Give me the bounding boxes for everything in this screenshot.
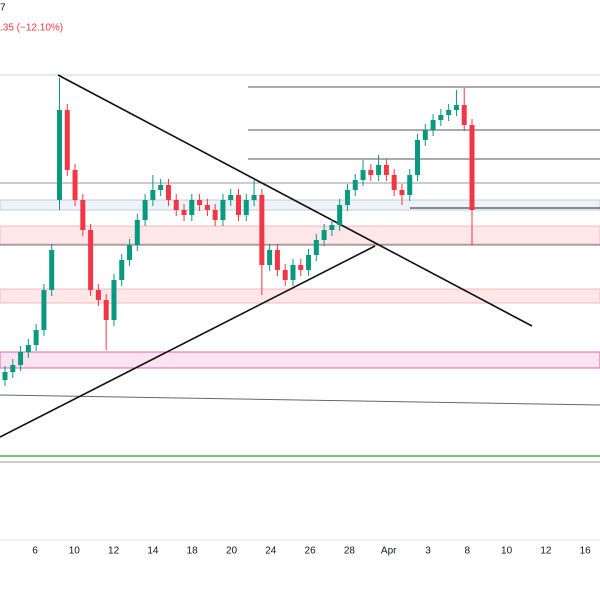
candle-body — [391, 175, 397, 190]
candle-body — [158, 185, 164, 190]
candle-body — [453, 105, 459, 110]
candle-body — [18, 352, 24, 365]
candle-body — [88, 230, 94, 290]
candle-body — [368, 170, 374, 175]
x-tick-label: 10 — [501, 546, 513, 557]
candle-body — [399, 190, 405, 195]
x-tick-label: 16 — [580, 546, 592, 557]
candle-body — [181, 210, 187, 215]
header: 7 — [0, 3, 6, 14]
candle-body — [2, 372, 8, 380]
candle-body — [243, 200, 249, 215]
candle-body — [72, 170, 78, 200]
x-tick-label: 26 — [305, 546, 317, 557]
candle-body — [111, 280, 117, 320]
level — [0, 394, 600, 406]
candle-body — [438, 115, 444, 120]
candle-body — [165, 185, 171, 200]
candle-body — [228, 195, 234, 200]
x-tick-label: 6 — [32, 546, 38, 557]
candle-body — [329, 225, 335, 230]
candles — [2, 78, 475, 386]
zone — [0, 199, 600, 211]
candle-body — [337, 205, 343, 225]
x-tick-label: 28 — [344, 546, 356, 557]
candle-body — [142, 200, 148, 220]
candle-body — [274, 250, 280, 270]
x-tick-label: 24 — [265, 546, 277, 557]
x-tick-label: 18 — [187, 546, 199, 557]
candle-body — [298, 265, 304, 270]
candle-body — [95, 290, 101, 300]
trend-line — [57, 74, 533, 327]
zone — [0, 288, 600, 304]
candle-body — [415, 140, 421, 175]
candle-body — [212, 210, 218, 220]
candle-body — [446, 110, 452, 115]
candle-body — [119, 260, 125, 280]
candle-body — [127, 245, 133, 260]
x-tick-label: 8 — [465, 546, 471, 557]
candle-body — [469, 125, 475, 210]
candle-body — [430, 120, 436, 130]
x-tick-label: Apr — [381, 546, 397, 557]
candle-body — [290, 265, 296, 280]
candle-body — [49, 250, 55, 290]
candle-body — [313, 240, 319, 255]
candle-body — [259, 195, 265, 265]
candle-body — [267, 250, 273, 265]
candle-body — [220, 200, 226, 220]
candle-body — [407, 175, 413, 195]
x-tick-label: 12 — [108, 546, 120, 557]
change: .35 (−12.10%) — [0, 23, 63, 34]
candle-body — [461, 105, 467, 125]
candle-body — [376, 165, 382, 175]
drawings — [0, 74, 600, 463]
candle-body — [189, 200, 195, 215]
x-tick-label: 14 — [147, 546, 159, 557]
trend-line — [0, 245, 376, 438]
candle-body — [352, 180, 358, 190]
x-tick-label: 10 — [69, 546, 81, 557]
candle-body — [344, 190, 350, 205]
candle-body — [204, 205, 210, 210]
candle-body — [41, 290, 47, 330]
zone — [0, 351, 600, 369]
candle-body — [251, 195, 257, 200]
x-tick-label: 20 — [226, 546, 238, 557]
candle-body — [360, 170, 366, 180]
candle-body — [282, 270, 288, 280]
candle-body — [33, 330, 39, 345]
candle-body — [173, 200, 179, 210]
candle-body — [64, 110, 70, 170]
candle-body — [197, 200, 203, 205]
candle-body — [236, 195, 241, 215]
candle-body — [56, 110, 62, 200]
candle-body — [134, 220, 140, 245]
candle-body — [383, 165, 389, 175]
candle-body — [10, 365, 16, 372]
candle-body — [25, 345, 31, 352]
x-tick-label: 3 — [425, 546, 431, 557]
candle-body — [150, 190, 156, 200]
candle-body — [80, 200, 86, 230]
candle-body — [103, 300, 109, 320]
x-tick-label: 12 — [540, 546, 552, 557]
candle-body — [422, 130, 428, 140]
candle-body — [321, 230, 327, 240]
candle-body — [306, 255, 312, 270]
zone — [0, 225, 600, 245]
